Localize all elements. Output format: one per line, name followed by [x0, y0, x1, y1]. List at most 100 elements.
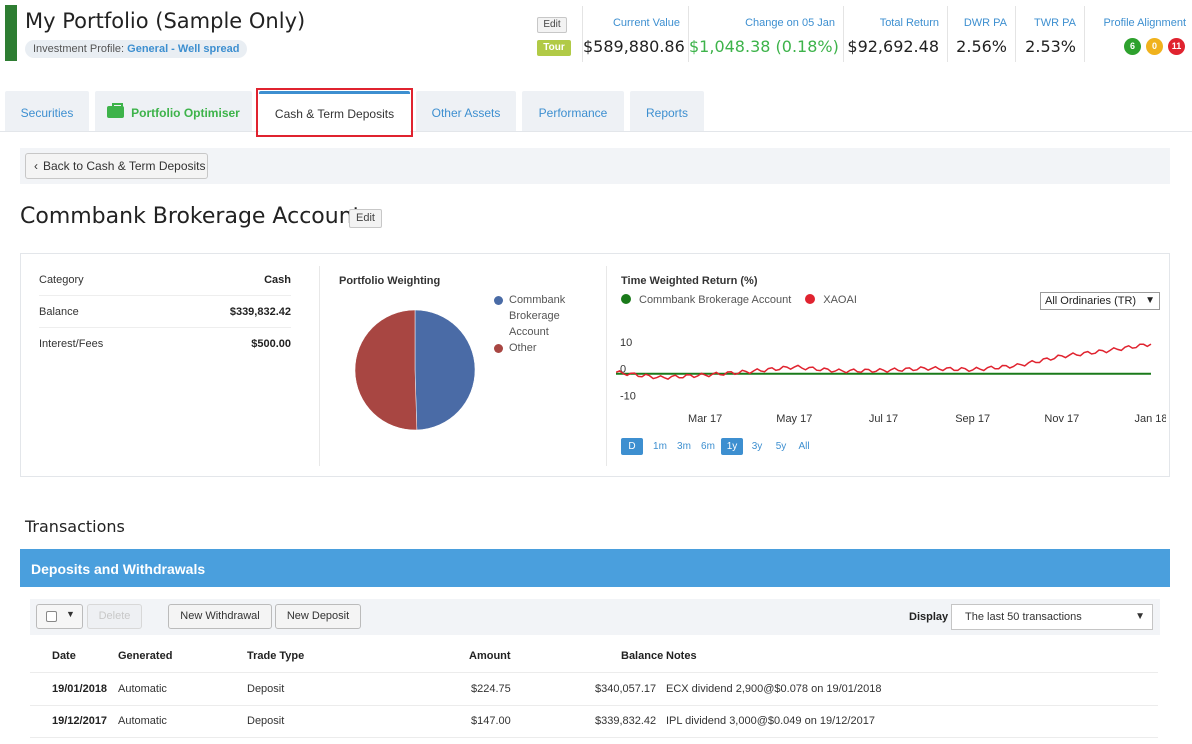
twr-title: Time Weighted Return (%) [621, 275, 758, 287]
active-tab-highlight [256, 88, 413, 137]
range-button[interactable]: 1y [721, 438, 743, 455]
tab-performance[interactable]: Performance [522, 91, 624, 131]
legend-swatch [494, 296, 503, 305]
range-button[interactable]: 5y [775, 441, 787, 452]
stat-label: Profile Alignment [1103, 17, 1186, 29]
alignment-bad-indicator[interactable]: 11 [1168, 38, 1185, 55]
stat-label: TWR PA [1034, 17, 1076, 29]
tab-other-assets[interactable]: Other Assets [416, 91, 516, 131]
cell-generated: Automatic [118, 715, 167, 727]
range-button[interactable]: 3y [751, 441, 763, 452]
legend-label[interactable]: XAOAI [823, 294, 857, 306]
caret-down-icon: ▼ [66, 609, 75, 619]
tour-button[interactable]: Tour [537, 40, 571, 56]
twr-legend: Commbank Brokerage Account XAOAI [621, 294, 857, 306]
summary-key: Category [39, 274, 84, 286]
profile-label: Investment Profile: [33, 43, 125, 55]
range-button[interactable]: 1m [653, 441, 667, 452]
column-header-trade-type[interactable]: Trade Type [247, 650, 305, 662]
legend-label[interactable]: Commbank Brokerage Account [639, 294, 792, 306]
select-all-dropdown[interactable]: ▼ [36, 604, 83, 629]
summary-row-balance: Balance $339,832.42 [39, 296, 291, 328]
display-label: Display [909, 611, 949, 623]
delete-button[interactable]: Delete [87, 604, 142, 629]
new-withdrawal-button[interactable]: New Withdrawal [168, 604, 272, 629]
alignment-warning-indicator[interactable]: 0 [1146, 38, 1163, 55]
alignment-good-indicator[interactable]: 6 [1124, 38, 1141, 55]
tab-cash-term-deposits[interactable]: Cash & Term Deposits [259, 91, 410, 132]
tab-label: Performance [538, 106, 608, 120]
transactions-title: Transactions [25, 517, 125, 536]
column-header-generated[interactable]: Generated [118, 650, 173, 662]
range-button[interactable]: 6m [701, 441, 715, 452]
cell-balance: $339,832.42 [595, 715, 657, 727]
panel-divider [606, 266, 607, 466]
tab-label: Reports [645, 106, 689, 120]
portfolio-title: My Portfolio (Sample Only) [25, 9, 306, 33]
pie-slice[interactable] [354, 309, 418, 431]
legend-item[interactable]: Other [494, 340, 574, 356]
portfolio-color-bar [5, 5, 17, 61]
back-toolbar [20, 148, 1170, 184]
back-button[interactable]: ‹ Back to Cash & Term Deposits [25, 153, 208, 179]
x-tick-label: Sep 17 [955, 413, 990, 425]
edit-portfolio-button[interactable]: Edit [537, 17, 567, 33]
row-divider [30, 737, 1158, 738]
legend-item[interactable]: Commbank Brokerage Account [494, 292, 574, 340]
profile-value[interactable]: General - Well spread [127, 43, 240, 55]
series-line [616, 343, 1152, 380]
cell-generated: Automatic [118, 683, 167, 695]
x-tick-label: Jul 17 [869, 413, 898, 425]
new-deposit-button[interactable]: New Deposit [275, 604, 361, 629]
stat-label: Total Return [879, 17, 939, 29]
twr-line-chart: 10 0 -10 Mar 17 May 17 Jul 17 Sep 17 Nov 17 Jan … [616, 337, 1166, 425]
y-tick-label: -10 [620, 391, 636, 403]
edit-account-button[interactable]: Edit [349, 209, 382, 228]
column-header-notes[interactable]: Notes [666, 650, 697, 662]
account-summary-panel: Category Cash Balance $339,832.42 Intere… [20, 253, 1170, 477]
tab-label: Other Assets [431, 106, 501, 120]
stat-total-return: Total Return $92,692.48 [843, 6, 947, 62]
account-title: Commbank Brokerage Account [20, 204, 362, 229]
cell-notes: ECX dividend 2,900@$0.078 on 19/01/2018 [666, 683, 882, 695]
benchmark-index-select[interactable]: All Ordinaries (TR) ▼ [1040, 292, 1160, 310]
dropdown-arrow-icon: ▼ [1145, 295, 1155, 306]
range-button[interactable]: 3m [677, 441, 691, 452]
y-tick-label: 10 [620, 337, 632, 349]
investment-profile-badge[interactable]: Investment Profile: General - Well sprea… [25, 40, 248, 58]
stat-twr-pa: TWR PA 2.53% [1015, 6, 1084, 62]
stat-label: Current Value [612, 17, 680, 29]
tab-label: Cash & Term Deposits [274, 107, 395, 121]
checkbox-icon[interactable] [46, 611, 57, 622]
range-button[interactable]: D [621, 438, 643, 455]
tab-securities[interactable]: Securities [5, 91, 89, 131]
x-tick-label: Jan 18 [1134, 413, 1166, 425]
x-tick-label: Nov 17 [1044, 413, 1079, 425]
legend-swatch [805, 294, 816, 304]
briefcase-icon [107, 103, 125, 118]
column-header-balance[interactable]: Balance [621, 650, 664, 662]
display-select[interactable]: The last 50 transactions ▼ [951, 604, 1153, 630]
cell-balance: $340,057.17 [595, 683, 657, 695]
stat-value: $92,692.48 [847, 37, 939, 56]
column-header-date[interactable]: Date [52, 650, 76, 662]
tab-portfolio-optimiser[interactable]: Portfolio Optimiser [95, 91, 252, 131]
summary-key: Balance [39, 306, 79, 318]
tab-reports[interactable]: Reports [630, 91, 704, 131]
range-button[interactable]: All [798, 441, 810, 452]
stat-current-value: Current Value $589,880.86 [582, 6, 688, 62]
stat-value: $1,048.38 (0.18%) [689, 37, 839, 56]
weighting-title: Portfolio Weighting [339, 275, 441, 287]
cell-date: 19/01/2018 [52, 683, 108, 695]
summary-value: $500.00 [251, 338, 291, 350]
weighting-pie-chart [354, 309, 476, 431]
pie-slice[interactable] [414, 309, 476, 431]
legend-swatch [621, 294, 631, 304]
stat-label: Change on 05 Jan [745, 17, 835, 29]
column-header-amount[interactable]: Amount [469, 650, 511, 662]
back-label: Back to Cash & Term Deposits [43, 159, 206, 173]
weighting-legend: Commbank Brokerage Account Other [494, 292, 574, 356]
stat-label: DWR PA [963, 17, 1007, 29]
cell-date: 19/12/2017 [52, 715, 108, 727]
x-tick-label: May 17 [776, 413, 812, 425]
